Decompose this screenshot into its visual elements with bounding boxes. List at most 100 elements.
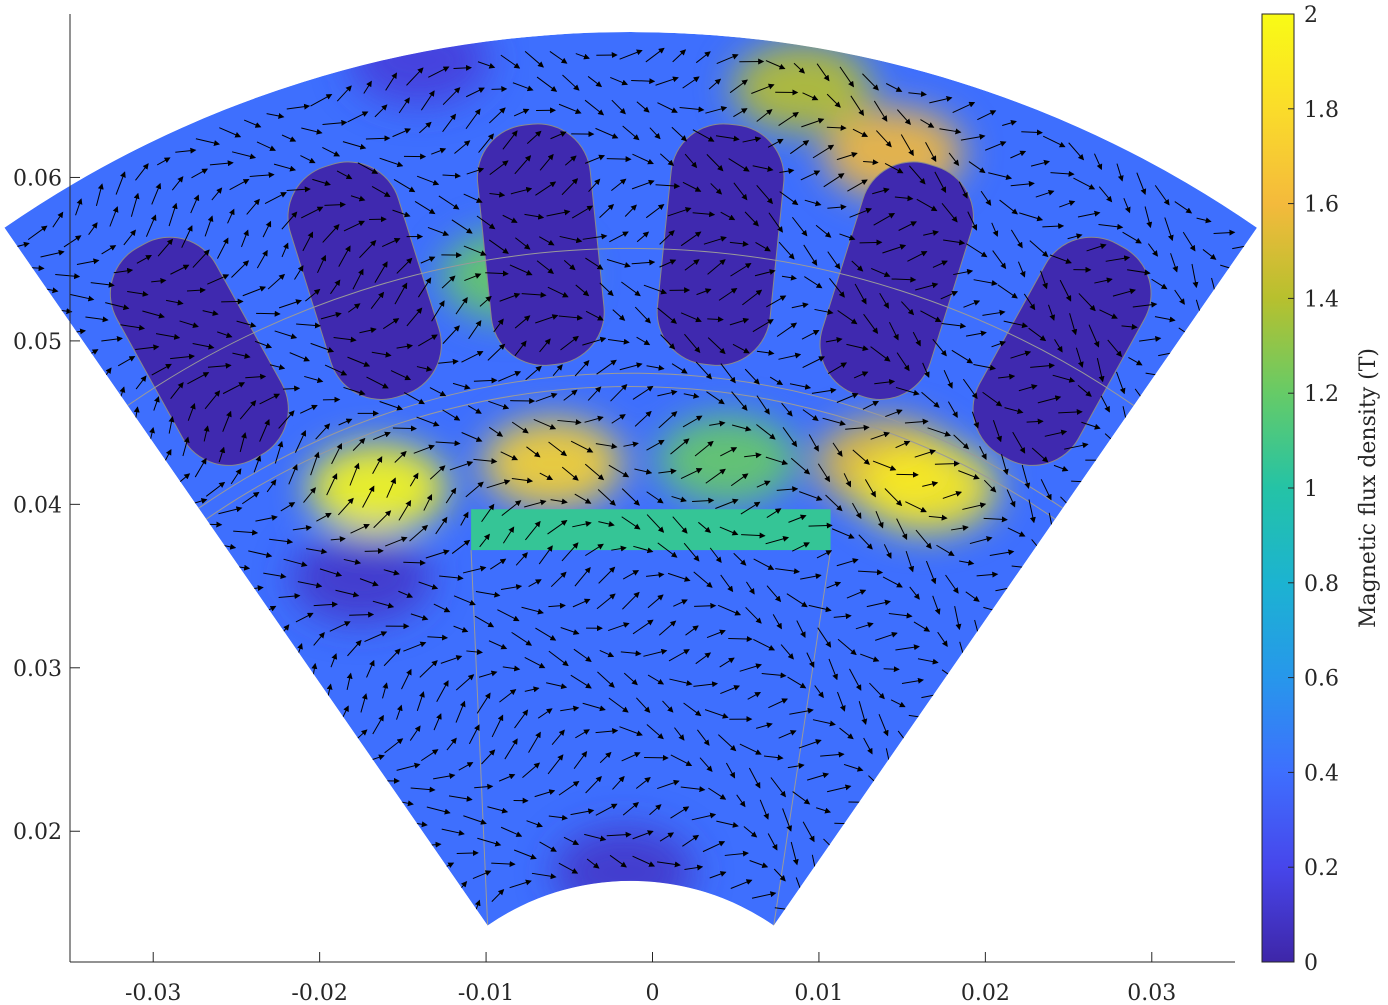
flux-arrow-974 — [733, 108, 748, 118]
flux-arrow-800 — [186, 287, 206, 294]
flux-arrow-789 — [1048, 304, 1056, 321]
flux-arrow-381 — [936, 544, 955, 557]
flux-arrow-1070 — [453, 64, 472, 71]
flux-arrow-666 — [296, 322, 321, 329]
flux-arrow-436 — [584, 415, 604, 423]
flux-arrow-677 — [563, 260, 576, 271]
flux-arrow-637 — [643, 284, 668, 295]
flux-arrow-1096 — [1068, 142, 1085, 161]
flux-arrow-513 — [619, 362, 643, 371]
flux-arrow-375 — [799, 491, 823, 501]
flux-arrow-952 — [211, 187, 223, 201]
flux-arrow-684 — [730, 262, 752, 277]
flux-arrow-508 — [498, 371, 522, 382]
flux-arrow-993 — [1170, 253, 1179, 273]
flux-arrow-918 — [622, 125, 640, 141]
flux-arrow-1009 — [301, 127, 323, 135]
flux-arrow-266 — [490, 558, 507, 570]
flux-arrow-288 — [295, 612, 314, 623]
flux-arrow-783 — [907, 251, 928, 262]
flux-arrow-769 — [571, 205, 594, 219]
flux-arrow-882 — [967, 211, 978, 231]
flux-arrow-1097 — [1093, 153, 1103, 171]
flux-arrow-722 — [559, 235, 583, 244]
flux-arrow-674 — [485, 270, 509, 277]
flux-arrow-953 — [229, 179, 250, 191]
flux-arrow-776 — [744, 211, 759, 227]
flux-arrow-450 — [922, 480, 939, 487]
flux-arrow-1026 — [708, 78, 722, 90]
flux-arrow-169 — [787, 676, 807, 689]
flux-arrow-956 — [300, 155, 316, 164]
flux-arrow-729 — [729, 240, 749, 247]
flux-arrow-217 — [694, 602, 717, 609]
flux-arrow-779 — [815, 224, 832, 238]
flux-arrow-982 — [925, 142, 937, 163]
flux-arrow-115 — [608, 697, 629, 713]
flux-arrow-629 — [455, 297, 468, 315]
flux-arrow-330 — [524, 499, 547, 508]
flux-arrow-63 — [802, 821, 815, 843]
flux-arrow-495 — [205, 481, 226, 497]
flux-arrow-160 — [573, 648, 592, 662]
flux-arrow-48 — [441, 828, 465, 836]
flux-arrow-131 — [455, 700, 466, 723]
flux-arrow-564 — [895, 386, 920, 396]
flux-arrow-504 — [403, 392, 425, 405]
flux-arrow-1084 — [793, 62, 806, 74]
flux-arrow-238 — [528, 579, 542, 588]
flux-arrow-44 — [767, 833, 778, 851]
flux-arrow-561 — [827, 362, 848, 375]
flux-arrow-326 — [435, 516, 448, 535]
colorbar-tick-label-7: 1.4 — [1304, 287, 1339, 312]
flux-arrow-23 — [659, 832, 675, 842]
flux-arrow-749 — [117, 356, 136, 367]
flux-arrow-356 — [350, 523, 370, 534]
flux-arrow-617 — [187, 402, 196, 421]
flux-arrow-395 — [449, 461, 474, 471]
flux-arrow-541 — [343, 386, 366, 396]
flux-arrow-1001 — [130, 192, 140, 217]
flux-arrow-1021 — [587, 76, 603, 88]
flux-arrow-649 — [932, 338, 947, 357]
flux-arrow-116 — [636, 697, 651, 713]
flux-arrow-71 — [547, 754, 564, 775]
flux-arrow-931 — [934, 171, 947, 194]
flux-arrow-1039 — [1010, 150, 1027, 159]
flux-arrow-978 — [826, 124, 847, 131]
flux-arrow-863 — [514, 155, 532, 175]
flux-arrow-343 — [831, 528, 855, 539]
flux-arrow-255 — [917, 658, 939, 665]
flux-arrow-760 — [359, 240, 377, 259]
flux-arrow-655 — [1058, 409, 1083, 416]
flux-arrow-788 — [1023, 293, 1036, 311]
flux-arrow-273 — [657, 542, 678, 558]
field-hotspot-0 — [482, 418, 623, 509]
flux-arrow-830 — [898, 221, 917, 231]
flux-arrow-500 — [315, 423, 331, 440]
flux-arrow-806 — [322, 224, 340, 243]
flux-arrow-7 — [632, 855, 656, 867]
flux-arrow-594 — [634, 306, 651, 324]
flux-arrow-596 — [680, 312, 702, 323]
flux-arrow-424 — [303, 487, 316, 503]
flux-arrow-415 — [928, 514, 948, 521]
flux-arrow-421 — [233, 529, 259, 536]
flux-arrow-55 — [612, 775, 625, 790]
flux-arrow-519 — [769, 376, 784, 386]
flux-arrow-469 — [488, 400, 510, 410]
flux-arrow-514 — [646, 364, 665, 371]
flux-arrow-793 — [1128, 356, 1143, 366]
flux-arrow-934 — [999, 199, 1018, 215]
flux-arrow-739 — [963, 300, 981, 308]
flux-arrows — [5, 47, 1257, 918]
flux-arrow-855 — [324, 201, 346, 208]
flux-arrow-577 — [239, 400, 257, 420]
flux-arrow-994 — [1191, 263, 1199, 289]
flux-arrow-1059 — [195, 138, 221, 146]
flux-arrow-128 — [384, 738, 404, 754]
flux-arrow-250 — [808, 604, 832, 613]
flux-arrow-803 — [256, 249, 268, 269]
flux-arrow-949 — [145, 214, 157, 237]
